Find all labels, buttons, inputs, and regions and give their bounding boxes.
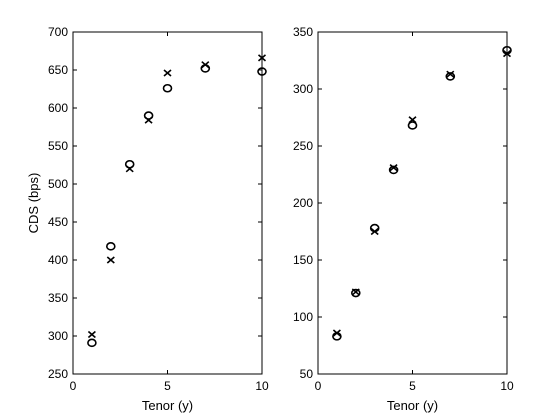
left-circle-point-1 [106, 242, 116, 251]
left-circle-point-2 [124, 159, 135, 169]
left-y-tick-label-250: 250 [48, 367, 68, 381]
left-cross-point-4 [163, 69, 172, 77]
left-x-tick-label-5: 5 [164, 379, 171, 393]
left-ticks: 0 5 10 250 300 350 400 450 500 550 600 650 700 [48, 25, 269, 393]
left-y-axis-title: CDS (bps) [26, 173, 41, 234]
right-x-axis-title: Tenor (y) [387, 398, 438, 413]
left-cross-point-3 [144, 116, 153, 124]
left-y-tick-label-550: 550 [48, 139, 68, 153]
left-cross-stroke-b [106, 256, 115, 264]
left-circle-point-4 [162, 83, 173, 93]
right-cross-point-3 [389, 164, 398, 172]
right-cross-stroke-b [332, 329, 341, 337]
left-x-tick-label-10: 10 [255, 379, 269, 393]
right-y-tick-label-150: 150 [293, 253, 313, 267]
left-y-tick-label-500: 500 [48, 177, 68, 191]
right-y-tick-label-300: 300 [293, 82, 313, 96]
left-cross-point-1 [106, 256, 115, 264]
right-circle-point-4 [407, 121, 418, 130]
left-y-tick-label-300: 300 [48, 329, 68, 343]
left-cross-point-5 [201, 61, 210, 69]
right-cross-stroke-b [370, 227, 379, 236]
left-cross-stroke-b [201, 61, 210, 69]
right-x-tick-label-0: 0 [315, 379, 322, 393]
left-marks [87, 54, 267, 348]
right-cross-stroke-b [446, 70, 455, 78]
right-x-tick-label-10: 10 [500, 379, 514, 393]
right-ticks: 0 5 10 50 100 150 200 250 300 350 [293, 25, 514, 393]
right-marks [332, 45, 512, 341]
left-y-tick-label-600: 600 [48, 101, 68, 115]
right-plot-frame [317, 31, 508, 375]
right-circle-point-1 [350, 288, 361, 298]
left-cross-point-0 [87, 330, 96, 339]
left-circle-point-0 [87, 338, 97, 348]
left-y-tick-label-700: 700 [48, 25, 68, 39]
right-cross-point-1 [351, 288, 360, 296]
right-cross-point-0 [332, 329, 341, 337]
right-circle-point-3 [388, 165, 399, 175]
right-cross-point-5 [446, 70, 455, 78]
left-y-tick-label-450: 450 [48, 215, 68, 229]
right-y-tick-label-350: 350 [293, 25, 313, 39]
left-cross-stroke-b [163, 69, 172, 77]
left-y-tick-label-650: 650 [48, 63, 68, 77]
right-cross-stroke-b [351, 288, 360, 296]
right-y-tick-label-100: 100 [293, 310, 313, 324]
left-y-tick-label-350: 350 [48, 291, 68, 305]
right-y-tick-label-200: 200 [293, 196, 313, 210]
right-x-tick-label-5: 5 [409, 379, 416, 393]
right-cross-stroke-b [389, 164, 398, 172]
right-cross-stroke-b [408, 116, 417, 124]
left-circle-point-3 [143, 111, 154, 120]
left-cross-stroke-b [125, 165, 134, 173]
left-circle-point-6 [257, 67, 267, 76]
right-cross-point-4 [408, 116, 417, 124]
left-y-tick-label-400: 400 [48, 253, 68, 267]
right-cross-stroke-b [502, 50, 512, 58]
left-chart-panel: 0 5 10 250 300 350 400 450 500 550 600 650 700 Tenor… [26, 25, 269, 413]
left-cross-stroke-b [144, 116, 153, 124]
right-y-tick-label-250: 250 [293, 139, 313, 153]
right-y-tick-label-50: 50 [300, 367, 314, 381]
left-x-tick-label-0: 0 [70, 379, 77, 393]
right-circle-point-5 [445, 72, 456, 81]
right-cross-point-2 [370, 227, 379, 236]
left-plot-frame [72, 31, 263, 375]
left-cross-stroke-b [257, 54, 267, 62]
left-cross-stroke-b [87, 330, 96, 339]
left-cross-point-2 [125, 165, 134, 173]
left-x-axis-title: Tenor (y) [142, 398, 193, 413]
right-chart-panel: 0 5 10 50 100 150 200 250 300 350 Tenor (y) [293, 25, 514, 413]
right-cross-point-6 [502, 50, 512, 58]
left-cross-point-6 [257, 54, 267, 62]
